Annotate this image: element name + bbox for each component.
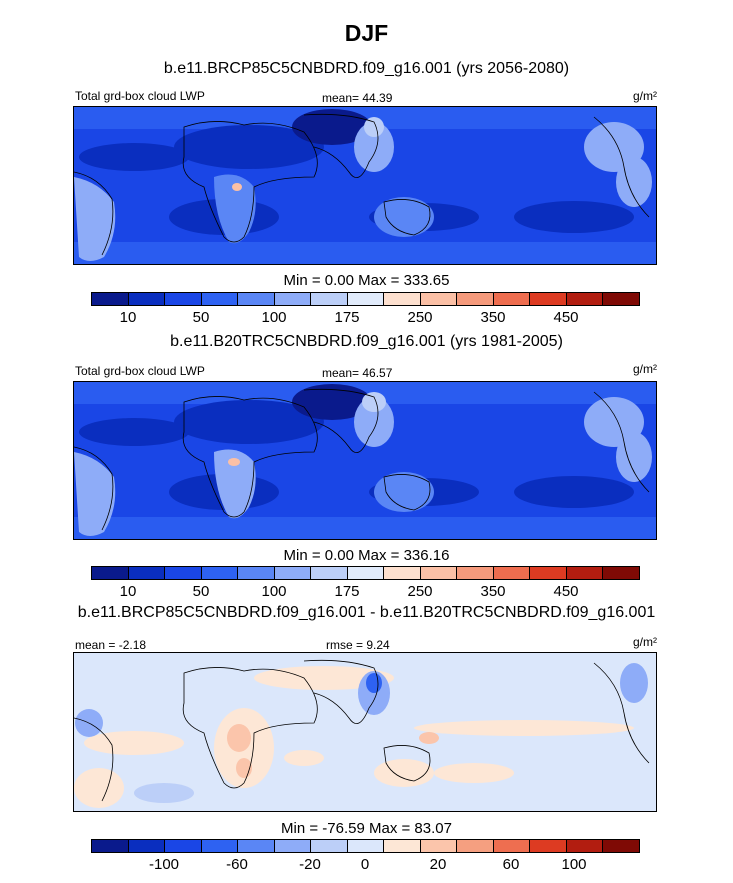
panel-1-tick: 100 xyxy=(261,309,287,326)
panel-3-tick: -100 xyxy=(148,856,180,873)
panel-2-tick: 250 xyxy=(407,583,433,600)
panel-3-map-field xyxy=(74,653,656,811)
panel-1-units-label: g/m² xyxy=(633,89,657,103)
panel-3-units-label: g/m² xyxy=(633,635,657,649)
panel-3-tick: 60 xyxy=(502,856,520,873)
panel-3-tick: 100 xyxy=(561,856,587,873)
panel-2-map xyxy=(73,381,657,540)
panel-1-tick: 450 xyxy=(553,309,579,326)
panel-1-colorbar xyxy=(91,292,640,306)
panel-2-tick: 175 xyxy=(334,583,360,600)
panel-2-tick: 100 xyxy=(261,583,287,600)
panel-2-tick: 50 xyxy=(192,583,210,600)
panel-1-title: b.e11.BRCP85C5CNBDRD.f09_g16.001 (yrs 20… xyxy=(163,60,570,77)
panel-2-map-field xyxy=(74,382,656,539)
panel-3-tick: 0 xyxy=(360,856,370,873)
panel-3-rmse-label: rmse = 9.24 xyxy=(326,638,390,652)
panel-1-tick: 175 xyxy=(334,309,360,326)
panel-2-tick: 10 xyxy=(119,583,137,600)
panel-1-tick: 250 xyxy=(407,309,433,326)
panel-3-stats: Min = -76.59 Max = 83.07 xyxy=(281,820,452,837)
panel-1-tick: 10 xyxy=(119,309,137,326)
panel-3-mean-label: mean = -2.18 xyxy=(75,638,147,652)
panel-3-map xyxy=(73,652,657,812)
panel-3-tick: 20 xyxy=(429,856,447,873)
panel-1-variable-label: Total grd-box cloud LWP xyxy=(75,89,205,103)
panel-3-title: b.e11.BRCP85C5CNBDRD.f09_g16.001 - b.e11… xyxy=(77,604,656,621)
panel-2-variable-label: Total grd-box cloud LWP xyxy=(75,364,205,378)
panel-2-tick: 450 xyxy=(553,583,579,600)
panel-2-colorbar xyxy=(91,566,640,580)
figure-title: DJF xyxy=(344,20,389,46)
panel-2-tick: 350 xyxy=(480,583,506,600)
panel-2-mean-label: mean= 46.57 xyxy=(322,366,393,380)
panel-2-stats: Min = 0.00 Max = 336.16 xyxy=(283,547,450,564)
panel-1-mean-label: mean= 44.39 xyxy=(322,91,393,105)
panel-1-stats: Min = 0.00 Max = 333.65 xyxy=(283,272,450,289)
panel-2-units-label: g/m² xyxy=(633,362,657,376)
panel-1-map xyxy=(73,106,657,265)
panel-1-map-field xyxy=(74,107,656,264)
panel-3-tick: -60 xyxy=(226,856,248,873)
panel-3-tick: -20 xyxy=(299,856,321,873)
panel-1-tick: 350 xyxy=(480,309,506,326)
panel-2-title: b.e11.B20TRC5CNBDRD.f09_g16.001 (yrs 198… xyxy=(170,333,563,350)
panel-1-tick: 50 xyxy=(192,309,210,326)
panel-3-colorbar xyxy=(91,839,640,853)
